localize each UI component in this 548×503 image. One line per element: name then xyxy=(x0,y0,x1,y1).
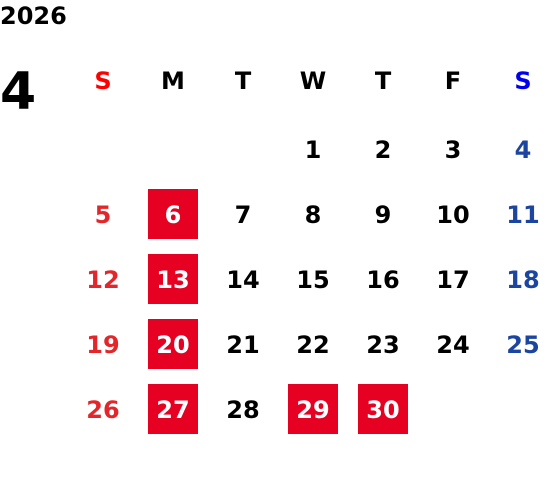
year-label: 2026 xyxy=(0,2,67,30)
day-cell: 4 xyxy=(514,136,532,164)
weekday-wednesday: W xyxy=(299,67,327,95)
day-cell: 11 xyxy=(506,201,540,229)
day-cell: 6 xyxy=(148,189,198,239)
weekday-tuesday: T xyxy=(234,67,252,95)
day-cell: 2 xyxy=(374,136,392,164)
day-cell: 28 xyxy=(226,396,260,424)
weekday-monday: M xyxy=(161,67,185,95)
weekday-sunday: S xyxy=(94,67,112,95)
day-cell: 21 xyxy=(226,331,260,359)
weekday-friday: F xyxy=(444,67,462,95)
day-cell: 16 xyxy=(366,266,400,294)
day-cell: 23 xyxy=(366,331,400,359)
day-cell: 7 xyxy=(234,201,252,229)
day-cell: 15 xyxy=(296,266,330,294)
day-cell: 22 xyxy=(296,331,330,359)
day-cell: 8 xyxy=(304,201,322,229)
day-cell: 18 xyxy=(506,266,540,294)
day-cell: 3 xyxy=(444,136,462,164)
day-cell: 27 xyxy=(148,384,198,434)
weekday-header-row: S M T W T F S xyxy=(68,63,548,99)
day-cell: 19 xyxy=(86,331,120,359)
day-cell: 5 xyxy=(94,201,112,229)
day-cell: 30 xyxy=(358,384,408,434)
day-cell: 29 xyxy=(288,384,338,434)
weekday-thursday: T xyxy=(374,67,392,95)
day-cell: 10 xyxy=(436,201,470,229)
month-number: 4 xyxy=(0,62,37,122)
day-cell: 25 xyxy=(506,331,540,359)
day-cell: 14 xyxy=(226,266,260,294)
day-cell: 20 xyxy=(148,319,198,369)
day-cell: 13 xyxy=(148,254,198,304)
day-cell: 9 xyxy=(374,201,392,229)
weekday-saturday: S xyxy=(514,67,532,95)
day-cell: 12 xyxy=(86,266,120,294)
day-cell: 26 xyxy=(86,396,120,424)
day-cell: 24 xyxy=(436,331,470,359)
day-cell: 17 xyxy=(436,266,470,294)
day-cell: 1 xyxy=(304,136,322,164)
calendar-grid: 1 2 3 4 5 6 7 8 9 10 11 12 13 14 15 16 17 18 19 20 21 22 23 24 2… xyxy=(68,124,548,454)
